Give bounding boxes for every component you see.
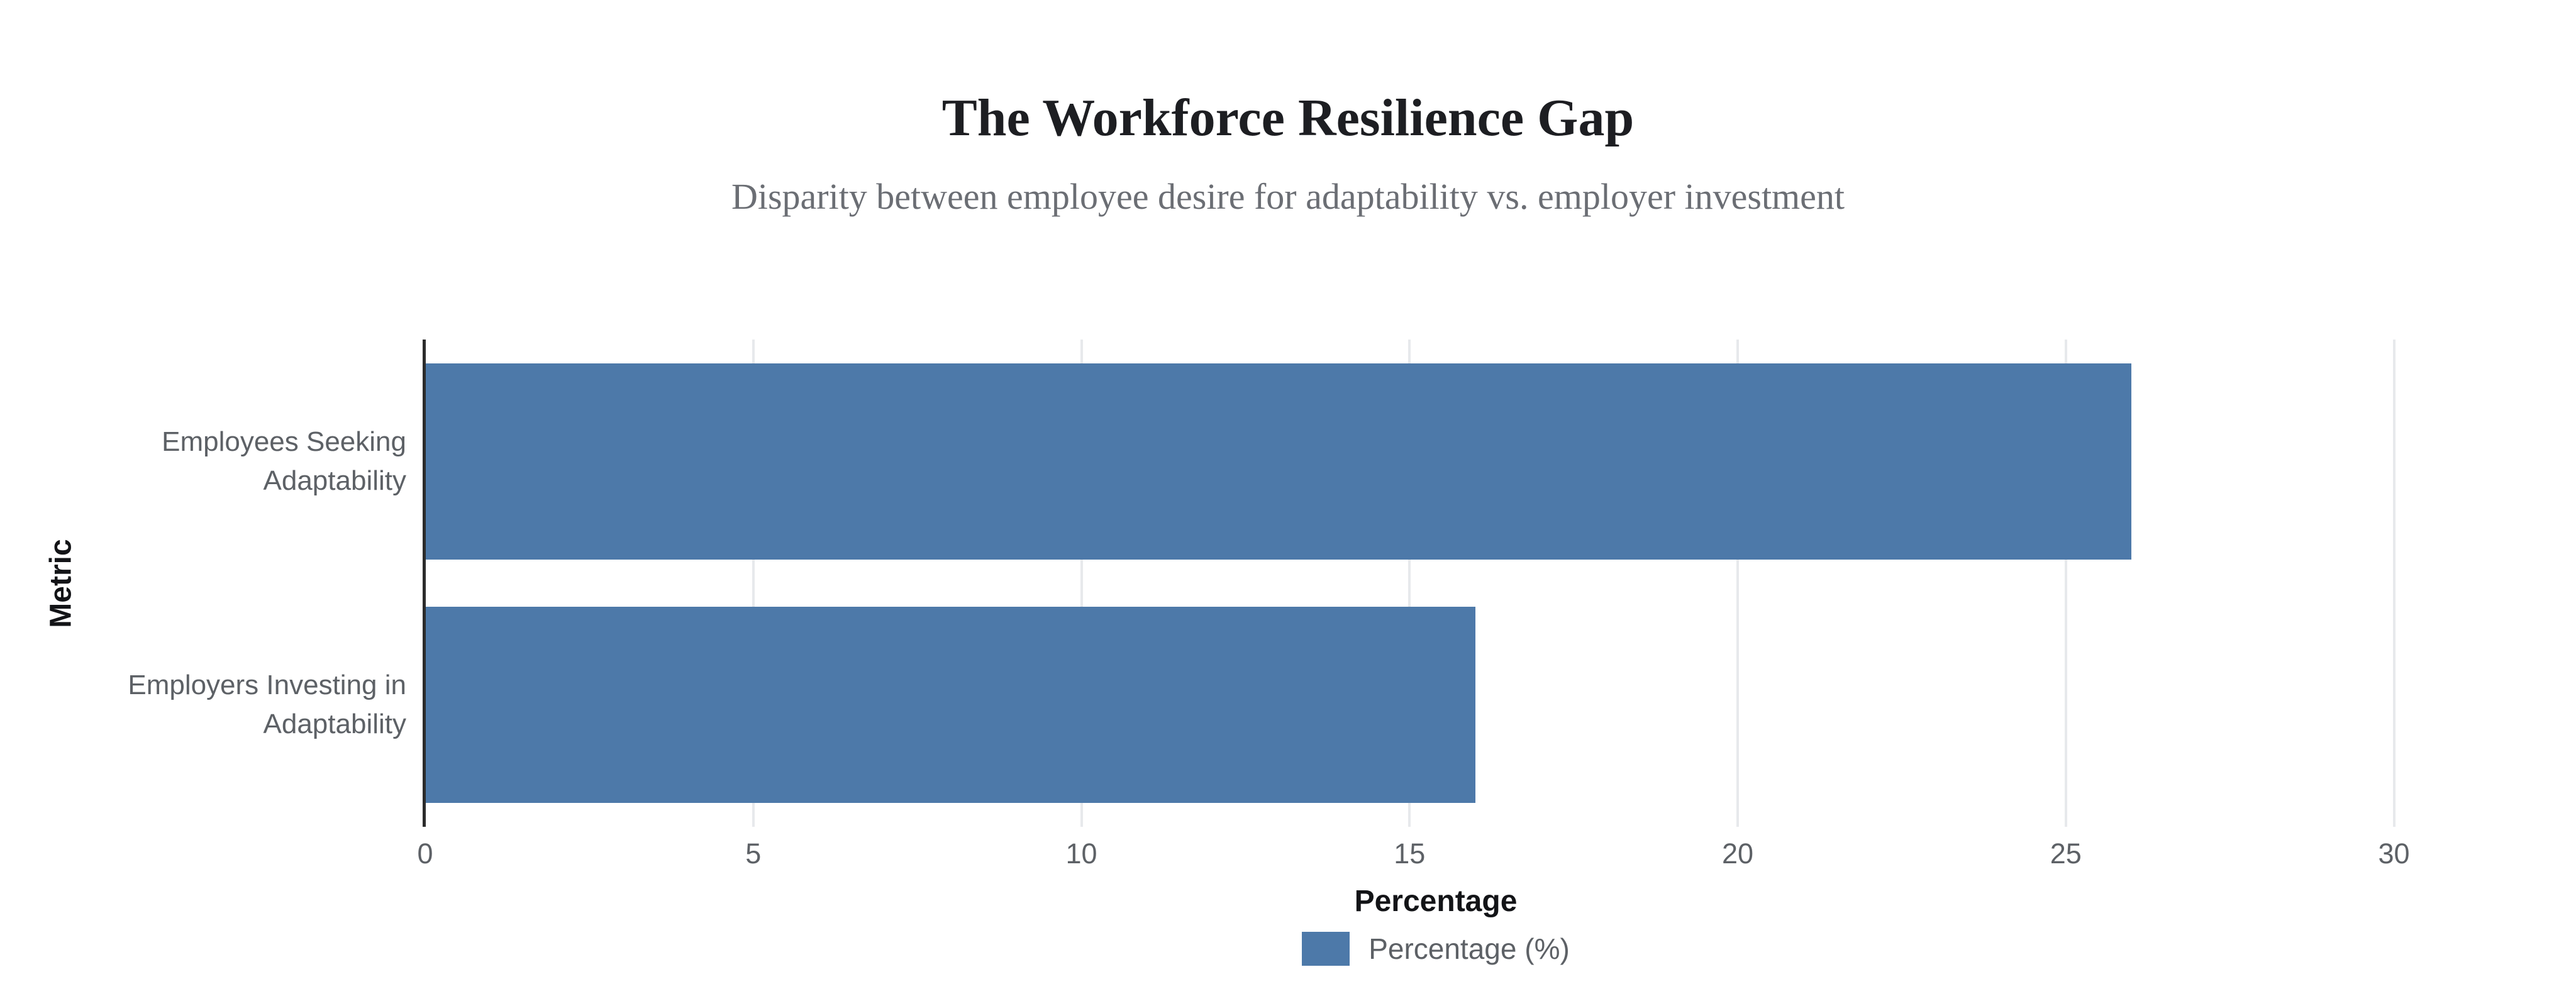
x-tick-label-20: 20 [1721,837,1754,870]
x-tick-label-10: 10 [1065,837,1097,870]
x-tick-label-15: 15 [1394,837,1426,870]
gridline-x-25 [2064,340,2067,827]
plot-area [423,340,2446,827]
category-label-line: Employees Seeking [162,426,406,457]
gridline-x-15 [1408,340,1411,827]
gridline-x-30 [2392,340,2396,827]
legend: Percentage (%) [425,932,2446,966]
bar-employers-investing-in-adaptability [425,607,1475,804]
chart-subtitle: Disparity between employee desire for ad… [731,176,1845,217]
category-label-line: Adaptability [263,465,406,496]
legend-swatch [1302,932,1350,966]
chart-title: The Workforce Resilience Gap [941,89,1635,147]
category-label-line: Employers Investing in [128,670,406,701]
y-axis-domain-line [423,340,426,827]
category-label-employees-seeking-adaptability: Employees Seeking Adaptability [0,340,406,583]
x-axis-title: Percentage [1354,885,1518,918]
gridline-x-20 [1736,340,1739,827]
x-tick-label-25: 25 [2050,837,2082,870]
legend-label: Percentage (%) [1368,932,1570,965]
x-tick-label-0: 0 [417,837,433,870]
x-tick-label-30: 30 [2378,837,2410,870]
category-label-line: Adaptability [263,709,406,740]
x-tick-label-5: 5 [745,837,762,870]
category-label-employers-investing-in-adaptability: Employers Investing in Adaptability [0,583,406,827]
gridline-x-5 [752,340,755,827]
bar-employees-seeking-adaptability [425,363,2132,560]
gridline-x-10 [1080,340,1083,827]
